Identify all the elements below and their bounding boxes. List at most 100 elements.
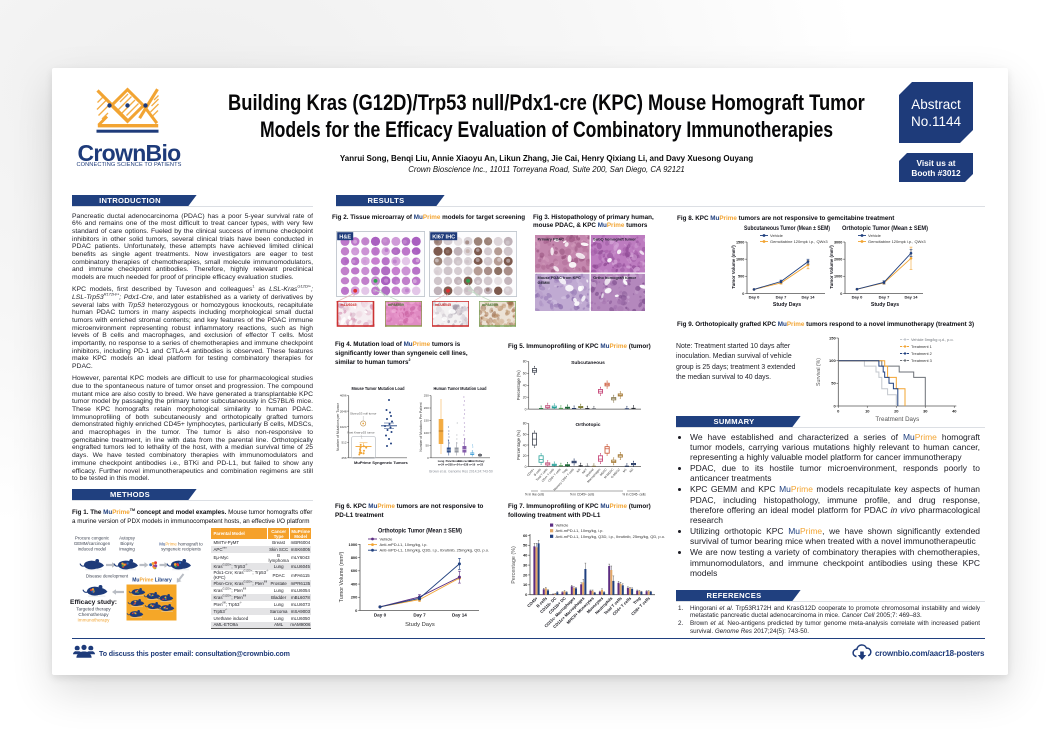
svg-text:Human Tumor Mutation Load: Human Tumor Mutation Load xyxy=(434,386,487,391)
svg-text:Study Days: Study Days xyxy=(773,302,801,308)
svg-text:60: 60 xyxy=(523,372,527,376)
svg-text:Anti-mPD-L1, 10mg/kg, Q3D, i.p: Anti-mPD-L1, 10mg/kg, Q3D, i.p., Ibrutin… xyxy=(380,548,490,553)
svg-text:Imaging: Imaging xyxy=(119,547,135,552)
svg-text:Day 14: Day 14 xyxy=(905,295,919,300)
svg-text:Anti-mPD-L1, 10mg/kg, i.p.: Anti-mPD-L1, 10mg/kg, i.p. xyxy=(380,542,428,547)
svg-text:10: 10 xyxy=(865,409,870,414)
svg-text:3000: 3000 xyxy=(834,240,842,244)
svg-text:30: 30 xyxy=(523,562,528,567)
svg-text:Skin: Skin xyxy=(469,459,475,463)
svg-text:Study Days: Study Days xyxy=(871,302,899,308)
svg-text:Mouse PDAC from KPC: Mouse PDAC from KPC xyxy=(537,275,580,280)
svg-text:Tumor Volume (mm³): Tumor Volume (mm³) xyxy=(731,245,736,289)
svg-text:100: 100 xyxy=(424,431,429,435)
svg-text:Day 0: Day 0 xyxy=(374,613,387,618)
svg-text:Day 14: Day 14 xyxy=(802,295,816,300)
svg-text:20: 20 xyxy=(523,572,528,577)
svg-text:1000: 1000 xyxy=(834,275,842,279)
svg-text:Tumor Volume (mm³): Tumor Volume (mm³) xyxy=(829,245,834,289)
svg-text:induced model: induced model xyxy=(78,547,107,552)
svg-text:Fast Kras-p53 tumor: Fast Kras-p53 tumor xyxy=(347,431,374,435)
svg-text:80: 80 xyxy=(523,422,527,426)
svg-text:Orthotopic: Orthotopic xyxy=(576,422,601,428)
svg-text:NK: NK xyxy=(576,467,582,473)
svg-text:CD45+: CD45+ xyxy=(526,467,535,477)
svg-text:50: 50 xyxy=(831,381,836,386)
svg-text:Orthotopic Tumor (Mean ± SEM): Orthotopic Tumor (Mean ± SEM) xyxy=(378,528,462,535)
svg-text:Anti-mPD-L1, 10mg/kg, i.p.: Anti-mPD-L1, 10mg/kg, i.p. xyxy=(556,528,604,533)
svg-text:256: 256 xyxy=(341,456,346,460)
svg-text:0: 0 xyxy=(525,592,528,597)
svg-text:Day 7: Day 7 xyxy=(776,295,787,300)
svg-text:40: 40 xyxy=(952,409,957,414)
svg-text:Orthotopic Tumor (Mean ± SEM): Orthotopic Tumor (Mean ± SEM) xyxy=(842,226,928,232)
svg-text:Disease development: Disease development xyxy=(86,574,129,579)
svg-text:Study Days: Study Days xyxy=(405,622,435,628)
svg-text:% in CD45- cells: % in CD45- cells xyxy=(622,493,646,497)
svg-text:Syngeneic Tumors: Syngeneic Tumors xyxy=(372,460,408,465)
svg-text:MuPrime Library: MuPrime Library xyxy=(132,578,172,584)
svg-text:1500: 1500 xyxy=(736,240,744,244)
svg-text:NKT: NKT xyxy=(581,467,588,474)
svg-text:150: 150 xyxy=(829,335,836,340)
svg-text:syngeneic recipients: syngeneic recipients xyxy=(161,547,202,552)
svg-text:G-MDSC: G-MDSC xyxy=(610,467,622,479)
svg-text:Vehicle 5mg/kg q.d., p.o.: Vehicle 5mg/kg q.d., p.o. xyxy=(911,337,954,342)
svg-text:0: 0 xyxy=(833,403,836,408)
svg-text:Breast: Breast xyxy=(452,459,460,463)
svg-text:MuPrime: MuPrime xyxy=(354,460,372,465)
svg-text:H&E: H&E xyxy=(339,234,351,240)
svg-text:Lung: Lung xyxy=(438,459,445,463)
svg-text:Subcutaneous Tumor (Mean ± SEM: Subcutaneous Tumor (Mean ± SEM) xyxy=(744,226,830,232)
svg-text:Vehicle: Vehicle xyxy=(770,233,784,238)
svg-text:150: 150 xyxy=(424,419,429,423)
svg-text:40: 40 xyxy=(523,384,527,388)
svg-text:Tumor Volume (mm³): Tumor Volume (mm³) xyxy=(339,551,345,602)
svg-text:Day 0: Day 0 xyxy=(749,295,760,300)
svg-text:250: 250 xyxy=(424,394,429,398)
svg-text:50: 50 xyxy=(523,543,528,548)
svg-text:2048: 2048 xyxy=(340,409,347,413)
svg-text:40: 40 xyxy=(523,553,528,558)
svg-text:20: 20 xyxy=(523,454,527,458)
svg-text:Vehicle: Vehicle xyxy=(556,523,570,528)
svg-text:100: 100 xyxy=(829,358,836,363)
svg-text:800: 800 xyxy=(351,555,358,560)
svg-text:0: 0 xyxy=(355,608,358,613)
svg-text:B cells: B cells xyxy=(533,467,542,477)
svg-text:0: 0 xyxy=(525,465,527,469)
svg-text:Gemcitabine 120mpk i.p., QWx3: Gemcitabine 120mpk i.p., QWx3 xyxy=(770,239,828,244)
svg-text:Mouse Tumor Mutation Load: Mouse Tumor Mutation Load xyxy=(352,386,405,391)
svg-text:Treg: Treg xyxy=(632,595,642,605)
svg-text:% in CD45+ cells: % in CD45+ cells xyxy=(570,493,595,497)
svg-text:500: 500 xyxy=(738,275,744,279)
svg-text:CD8+ T cells: CD8+ T cells xyxy=(630,595,651,616)
svg-text:n=24: n=24 xyxy=(438,462,445,466)
svg-text:Treatment Days: Treatment Days xyxy=(875,416,919,423)
svg-text:1000: 1000 xyxy=(348,542,358,547)
svg-text:Day 0: Day 0 xyxy=(852,295,863,300)
svg-text:512: 512 xyxy=(341,440,346,444)
svg-text:KI67 IHC: KI67 IHC xyxy=(432,234,455,240)
svg-text:Day 7: Day 7 xyxy=(879,295,890,300)
svg-text:30: 30 xyxy=(923,409,928,414)
svg-text:60: 60 xyxy=(523,533,528,538)
svg-text:Slow p53 null tumor: Slow p53 null tumor xyxy=(350,412,376,416)
svg-text:200: 200 xyxy=(424,406,429,410)
svg-text:40: 40 xyxy=(523,443,527,447)
svg-text:Colorectal: Colorectal xyxy=(458,459,471,463)
svg-text:n=238: n=238 xyxy=(445,462,453,466)
svg-text:Efficacy study:: Efficacy study: xyxy=(70,599,117,606)
svg-text:Primary PDAC: Primary PDAC xyxy=(537,236,564,241)
svg-text:n=238: n=238 xyxy=(461,462,469,466)
svg-text:200: 200 xyxy=(351,595,358,600)
svg-text:n=22: n=22 xyxy=(477,462,484,466)
svg-text:mLU6045: mLU6045 xyxy=(341,303,357,307)
svg-text:Ortho homograft tumor: Ortho homograft tumor xyxy=(593,275,636,280)
svg-text:M-MDSC: M-MDSC xyxy=(603,467,615,479)
svg-text:mPA6059: mPA6059 xyxy=(388,303,404,307)
svg-text:20: 20 xyxy=(523,395,527,399)
svg-text:Number of Mutations Per Patien: Number of Mutations Per Patient xyxy=(419,402,423,451)
svg-text:400: 400 xyxy=(351,581,358,586)
svg-text:0: 0 xyxy=(840,292,842,296)
